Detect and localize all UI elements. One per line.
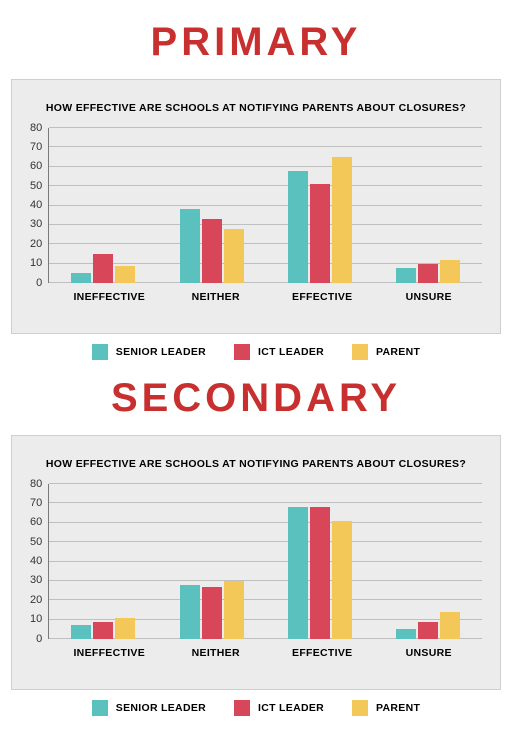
bar-ict_leader [93,254,113,283]
legend-item-senior_leader: SENIOR LEADER [92,700,206,716]
legend: SENIOR LEADER ICT LEADER PARENT [10,344,502,360]
bar-ict_leader [202,219,222,283]
bar-group [157,128,265,283]
bar-ict_leader [93,622,113,639]
plot-area [48,128,482,283]
bar-senior_leader [71,273,91,283]
bar-groups [49,128,482,283]
x-category-label: NEITHER [163,291,270,303]
legend-label: SENIOR LEADER [116,702,206,714]
x-axis-labels: INEFFECTIVENEITHEREFFECTIVEUNSURE [56,283,482,303]
x-category-label: INEFFECTIVE [56,291,163,303]
bar-ict_leader [310,184,330,283]
bar-senior_leader [288,507,308,639]
chart-title: HOW EFFECTIVE ARE SCHOOLS AT NOTIFYING P… [30,458,482,470]
legend-swatch [92,700,108,716]
bar-ict_leader [310,507,330,639]
bar-ict_leader [418,264,438,283]
legend-item-parent: PARENT [352,700,420,716]
y-axis: 80706050403020100 [30,484,48,639]
chart-title: HOW EFFECTIVE ARE SCHOOLS AT NOTIFYING P… [30,102,482,114]
chart-panel-primary: HOW EFFECTIVE ARE SCHOOLS AT NOTIFYING P… [11,79,501,334]
bar-parent [224,229,244,283]
plot-area [48,484,482,639]
y-axis: 80706050403020100 [30,128,48,283]
x-category-label: NEITHER [163,647,270,659]
x-category-label: EFFECTIVE [269,647,376,659]
bar-group [266,484,374,639]
bar-parent [115,266,135,283]
x-axis-labels: INEFFECTIVENEITHEREFFECTIVEUNSURE [56,639,482,659]
bar-senior_leader [288,171,308,283]
bar-senior_leader [71,625,91,639]
bar-parent [440,612,460,639]
bar-senior_leader [396,629,416,639]
legend: SENIOR LEADER ICT LEADER PARENT [10,700,502,716]
legend-swatch [234,344,250,360]
legend-swatch [234,700,250,716]
bar-group [49,128,157,283]
x-category-label: INEFFECTIVE [56,647,163,659]
bar-senior_leader [180,209,200,283]
bar-parent [224,581,244,639]
bar-parent [115,618,135,639]
bar-senior_leader [396,268,416,284]
section-heading-primary: PRIMARY [10,20,502,65]
bar-groups [49,484,482,639]
legend-swatch [352,700,368,716]
legend-label: PARENT [376,346,420,358]
legend-swatch [92,344,108,360]
legend-label: SENIOR LEADER [116,346,206,358]
bar-ict_leader [202,587,222,639]
bar-group [374,128,482,283]
section-heading-secondary: SECONDARY [10,376,502,421]
x-category-label: EFFECTIVE [269,291,376,303]
x-category-label: UNSURE [376,291,483,303]
bar-group [374,484,482,639]
bar-ict_leader [418,622,438,639]
legend-swatch [352,344,368,360]
legend-item-ict_leader: ICT LEADER [234,700,324,716]
bar-parent [440,260,460,283]
legend-item-ict_leader: ICT LEADER [234,344,324,360]
legend-label: PARENT [376,702,420,714]
bar-parent [332,157,352,283]
x-category-label: UNSURE [376,647,483,659]
bar-group [157,484,265,639]
bar-group [266,128,374,283]
legend-label: ICT LEADER [258,702,324,714]
legend-item-senior_leader: SENIOR LEADER [92,344,206,360]
bar-senior_leader [180,585,200,639]
bar-parent [332,521,352,639]
legend-item-parent: PARENT [352,344,420,360]
bar-group [49,484,157,639]
legend-label: ICT LEADER [258,346,324,358]
chart-panel-secondary: HOW EFFECTIVE ARE SCHOOLS AT NOTIFYING P… [11,435,501,690]
